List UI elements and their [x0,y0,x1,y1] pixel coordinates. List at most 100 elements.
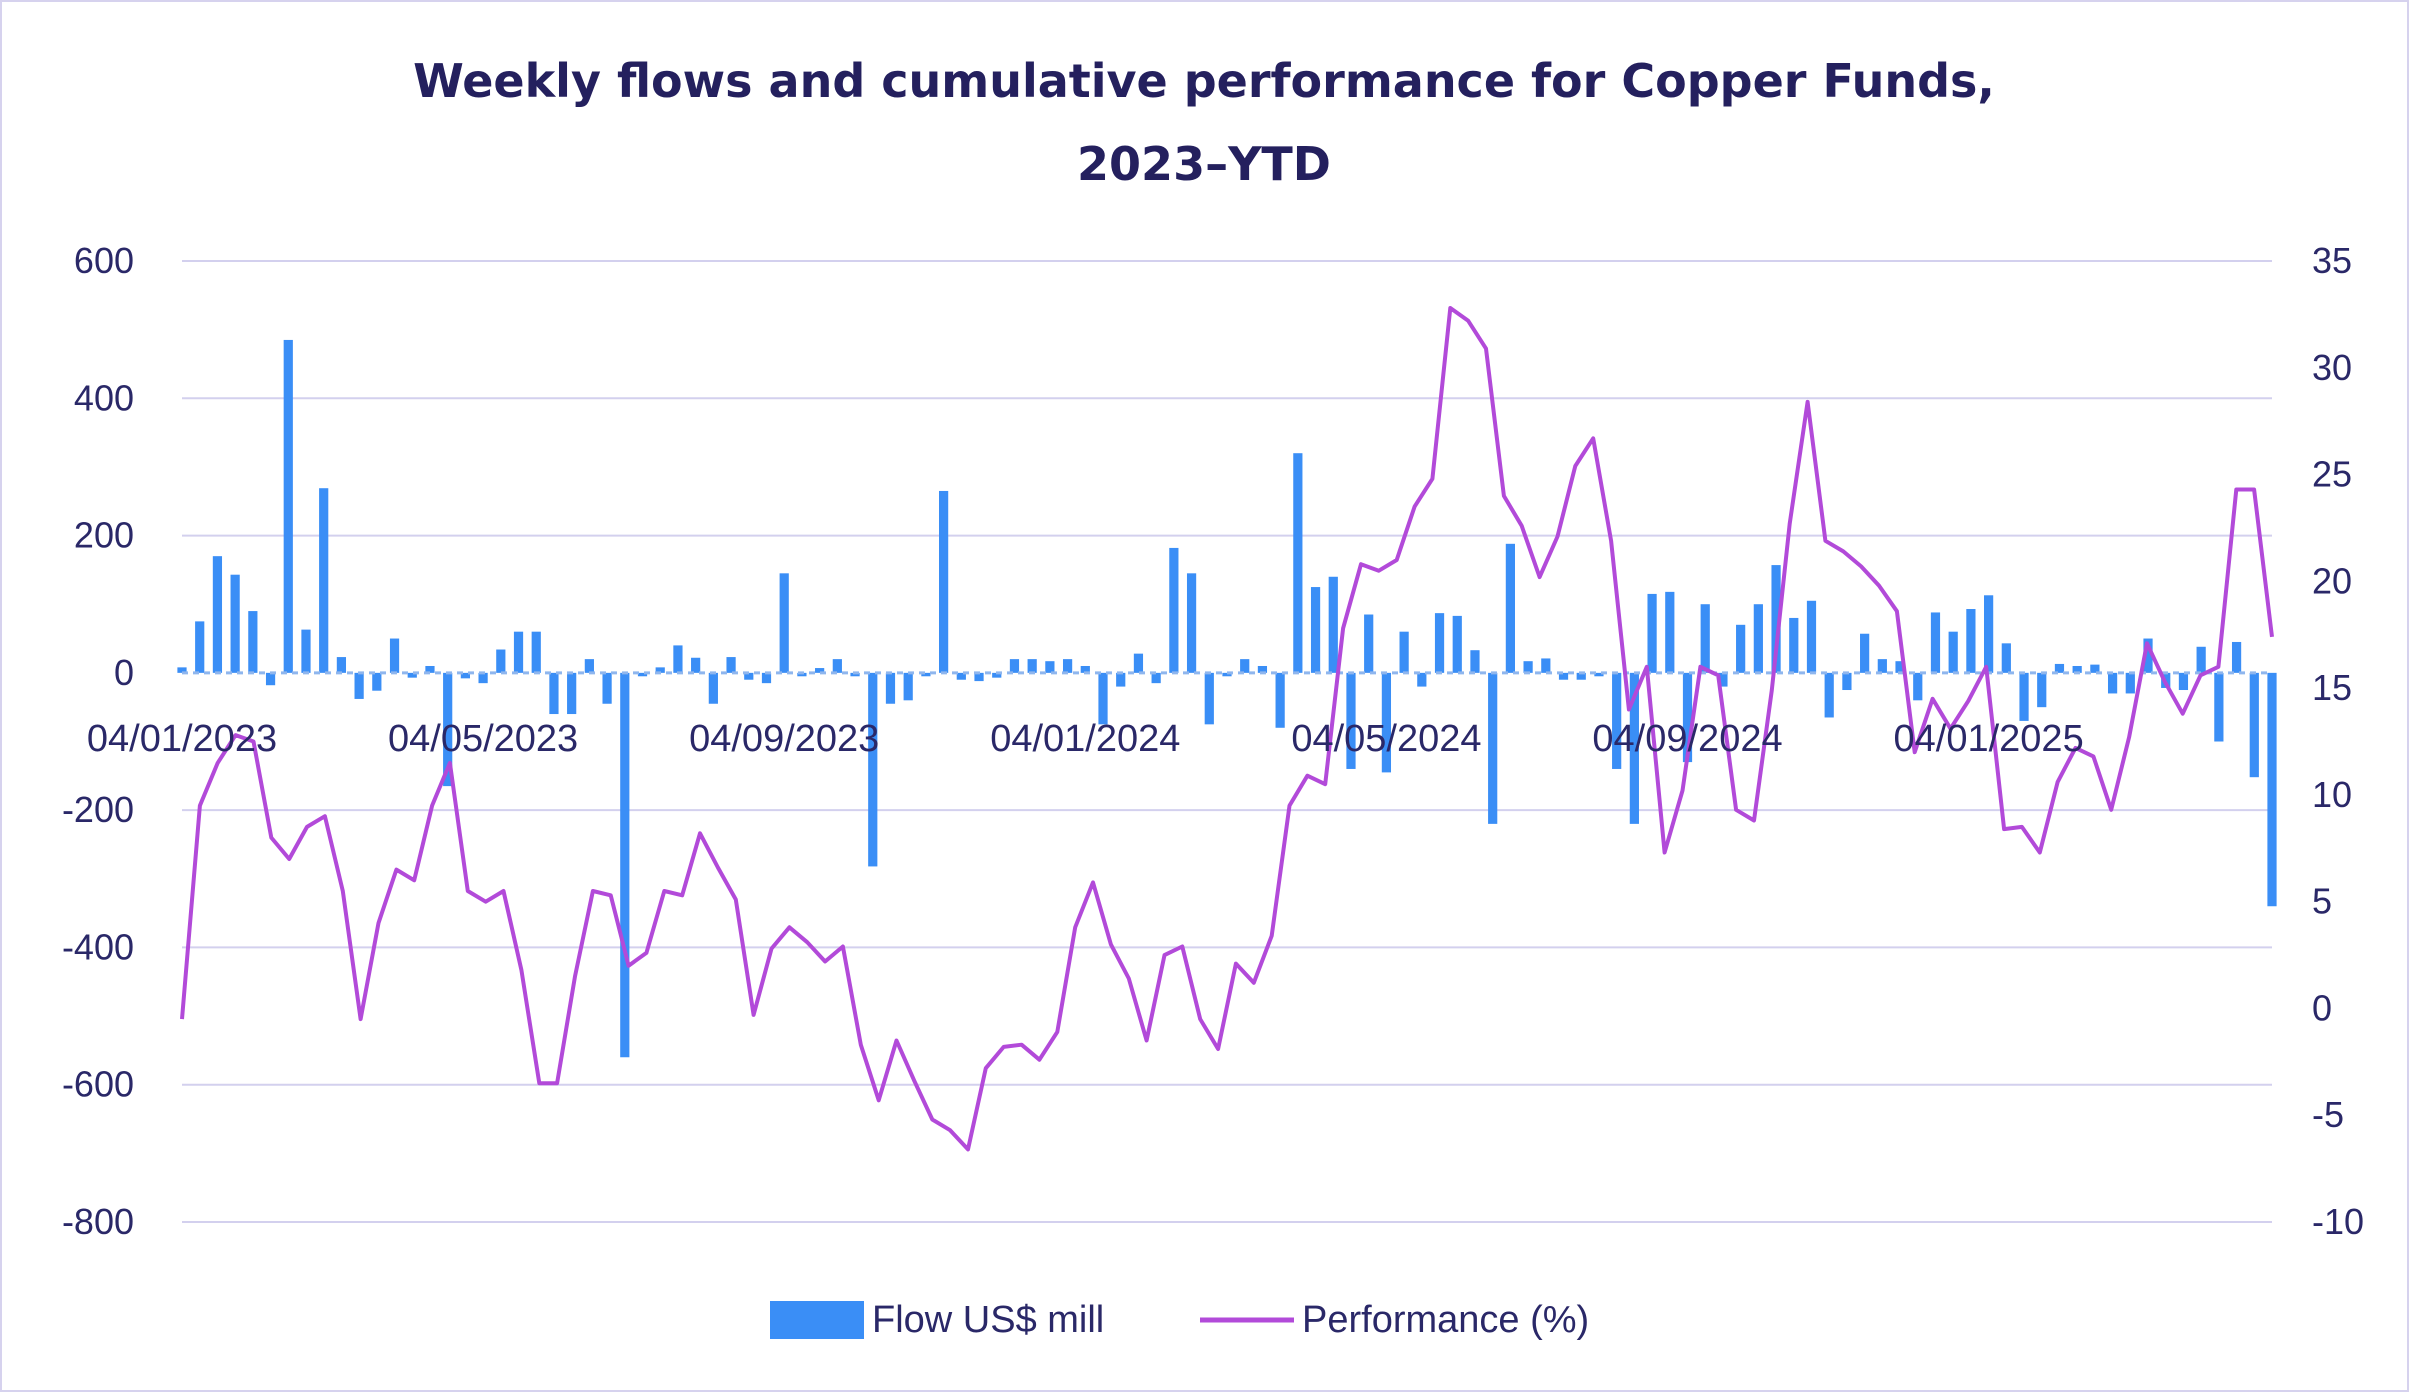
flow-bar [1877,659,1887,673]
legend-swatch-flow [770,1301,864,1339]
flow-bar [1027,659,1037,673]
flow-bar [1293,453,1303,673]
flow-bar [443,672,453,787]
flow-bar [2143,638,2153,673]
left-tick-label: 400 [74,377,134,418]
flow-bar [407,672,417,678]
flow-bar [726,657,736,673]
flow-bar [1913,672,1923,701]
flow-bar [1647,593,1657,673]
flow-bar [283,339,293,673]
performance-line-group [180,306,2274,1152]
flow-bar [2196,646,2206,673]
flow-bar [372,672,382,691]
flow-bar [1434,613,1445,673]
flow-bar [655,667,665,673]
flow-bar [1186,573,1197,673]
flow-bar [319,488,329,673]
legend: Flow US$ mill Performance (%) [770,1299,1589,1341]
chart-title-line1: Weekly flows and cumulative performance … [413,54,1995,108]
flow-bar [1452,615,1462,673]
legend-label-flow: Flow US$ mill [872,1299,1104,1341]
flow-bar [177,667,187,673]
flow-bar [2037,672,2047,708]
left-tick-label: -600 [62,1064,134,1105]
right-tick-label: 20 [2312,560,2352,601]
flow-bar [868,672,878,867]
flow-bar [850,672,860,677]
right-tick-label: 15 [2312,667,2352,708]
flow-bar [1541,658,1551,673]
flow-bar [478,672,488,684]
flow-bar [1169,547,1179,673]
flow-bar [1240,659,1250,673]
flow-bar [265,672,276,686]
right-tick-label: 25 [2312,454,2352,495]
flow-bar [1824,672,1834,718]
flow-bar [531,631,541,673]
flow-bar [885,672,896,704]
flow-bar [708,672,718,704]
flow-bar [1718,672,1728,687]
left-tick-label: 0 [114,652,134,693]
flow-bar [956,672,966,680]
flow-bar [691,657,701,673]
right-tick-label: -10 [2312,1201,2364,1242]
chart-title-line2: 2023–YTD [1077,137,1331,191]
flow-bar [2090,664,2100,673]
flow-bar [1736,624,1746,673]
left-tick-label: 200 [74,515,134,556]
flow-bar [1417,672,1427,687]
flow-bar [1789,617,1799,673]
flow-bar [230,574,240,673]
flow-bar [1204,672,1214,725]
flow-bar [1984,595,1994,673]
flow-bar [1612,672,1622,769]
flow-bar [1257,665,1268,673]
flow-bar [797,672,807,677]
flow-bar [815,668,825,673]
flow-bar [513,631,524,673]
x-axis-ticks: 04/01/2023 04/05/2023 04/09/2023 04/01/2024… [87,718,2084,760]
flow-bar [2231,641,2242,673]
flow-bar [1895,661,1905,673]
flow-bar [1045,661,1055,673]
flow-bar [460,672,470,679]
flow-bar [2178,672,2189,691]
flow-bar [549,672,559,715]
flow-bar [389,638,400,673]
performance-line [180,306,2274,1152]
flow-bar [903,672,913,701]
flow-bar [832,659,842,673]
flow-bar [1346,672,1356,769]
right-tick-label: 10 [2312,774,2352,815]
right-tick-label: 35 [2312,240,2352,281]
flow-bar [425,665,435,673]
x-tick-label: 04/01/2024 [990,718,1180,760]
right-tick-label: 5 [2312,881,2332,922]
flow-bar [1629,672,1639,824]
flow-bar [637,672,648,677]
left-tick-label: 600 [74,240,134,281]
flow-bars [177,339,2277,1058]
flow-bar [921,672,931,677]
gridlines [182,260,2272,1223]
flow-bar [1222,672,1232,677]
x-tick-label: 04/05/2023 [388,718,578,760]
flow-bar [779,573,789,673]
flow-bar [744,672,754,680]
flow-bar [584,659,594,673]
flow-bar [1682,672,1693,763]
flow-bar [1328,576,1338,673]
flow-bar [2107,672,2118,694]
left-axis-ticks: 600 400 200 0 -200 -400 -600 -800 [62,240,134,1242]
right-tick-label: 0 [2312,987,2332,1028]
flow-bar [1930,612,1941,673]
flow-bar [2072,665,2082,673]
flow-bar [567,672,577,715]
flow-bar [354,672,364,699]
right-axis-ticks: 35 30 25 20 15 10 5 0 -5 -10 [2312,240,2364,1242]
legend-label-performance: Performance (%) [1302,1299,1589,1341]
flow-bar [1948,631,1958,673]
flow-bar [1700,604,1710,673]
